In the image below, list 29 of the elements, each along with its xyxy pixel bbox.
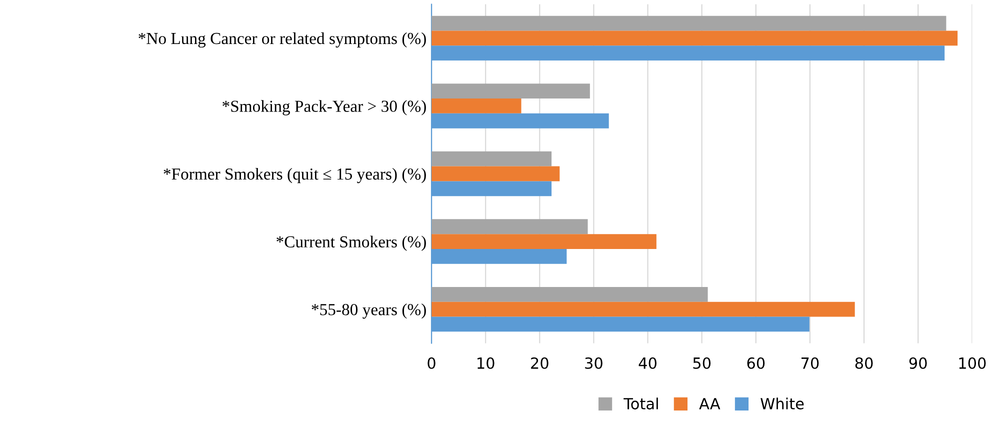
x-tick-label: 80 bbox=[855, 357, 873, 369]
x-tick-label: 20 bbox=[531, 357, 548, 369]
bar bbox=[432, 166, 560, 182]
bar bbox=[432, 84, 590, 99]
x-tick-label: 40 bbox=[638, 357, 656, 369]
y-tick-label: *Current Smokers (%) bbox=[276, 236, 426, 251]
bar bbox=[432, 98, 522, 114]
x-tick-label: 30 bbox=[585, 357, 602, 369]
x-tick-label: 90 bbox=[909, 357, 927, 369]
y-tick-label: *Smoking Pack-Year > 30 (%) bbox=[222, 100, 426, 116]
bar bbox=[432, 219, 588, 234]
legend-label: White bbox=[760, 398, 804, 410]
y-tick-label: *Former Smokers (quit ≤ 15 years) (%) bbox=[164, 168, 426, 184]
legend-label: Total bbox=[624, 398, 658, 410]
x-tick-label: 70 bbox=[802, 357, 819, 369]
x-tick-label: 100 bbox=[959, 357, 986, 369]
y-tick-label: *No Lung Cancer or related symptoms (%) bbox=[138, 32, 426, 48]
x-tick-label: 50 bbox=[693, 357, 711, 369]
x-tick-label: 10 bbox=[478, 357, 494, 369]
x-tick-label: 0 bbox=[428, 357, 436, 369]
legend-label: AA bbox=[699, 398, 720, 410]
bar bbox=[432, 234, 656, 249]
bar bbox=[432, 16, 946, 31]
bar bbox=[432, 30, 958, 46]
bar bbox=[432, 286, 708, 302]
bar bbox=[432, 302, 855, 317]
y-tick-label: *55-80 years (%) bbox=[312, 304, 426, 319]
bar bbox=[432, 151, 552, 166]
x-tick-label: 60 bbox=[747, 357, 765, 369]
